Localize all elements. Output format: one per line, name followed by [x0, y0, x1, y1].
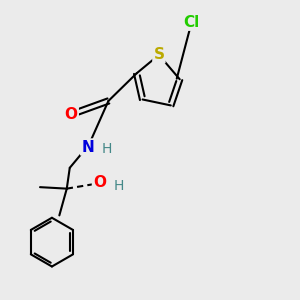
- Text: S: S: [153, 47, 164, 62]
- Text: H: H: [102, 142, 112, 155]
- Text: H: H: [114, 179, 124, 193]
- Text: O: O: [93, 175, 106, 190]
- Text: Cl: Cl: [184, 15, 200, 30]
- Text: O: O: [65, 107, 78, 122]
- Text: N: N: [81, 140, 94, 154]
